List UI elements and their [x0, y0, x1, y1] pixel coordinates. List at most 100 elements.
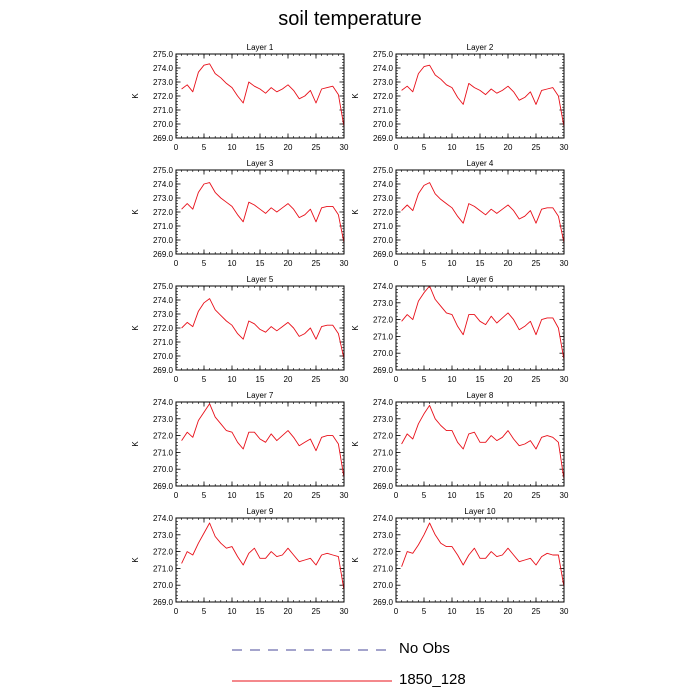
panel-title: Layer 9 — [247, 507, 274, 516]
y-axis-label: K — [131, 325, 140, 331]
x-tick-label: 5 — [202, 259, 207, 268]
y-tick-label: 273.0 — [153, 78, 174, 87]
x-tick-label: 15 — [476, 375, 485, 384]
y-axis-label: K — [351, 557, 360, 563]
x-tick-label: 10 — [228, 607, 237, 616]
x-tick-label: 30 — [340, 259, 349, 268]
y-tick-label: 274.0 — [373, 398, 394, 407]
x-tick-label: 10 — [448, 491, 457, 500]
x-tick-label: 15 — [256, 607, 265, 616]
x-tick-label: 25 — [532, 375, 541, 384]
y-tick-label: 271.0 — [153, 448, 174, 457]
panel-title: Layer 2 — [467, 43, 494, 52]
x-tick-label: 30 — [560, 143, 569, 152]
y-tick-label: 272.0 — [373, 316, 394, 325]
y-tick-label: 271.0 — [373, 106, 394, 115]
x-tick-label: 10 — [448, 143, 457, 152]
y-tick-label: 274.0 — [153, 180, 174, 189]
panel-title: Layer 1 — [247, 43, 274, 52]
y-tick-label: 270.0 — [373, 581, 394, 590]
plot-frame — [175, 53, 345, 139]
x-tick-label: 25 — [312, 375, 321, 384]
y-tick-label: 273.0 — [373, 299, 394, 308]
y-tick-label: 269.0 — [373, 134, 394, 143]
y-tick-label: 275.0 — [373, 166, 394, 175]
y-axis-label: K — [131, 441, 140, 447]
x-tick-label: 0 — [174, 259, 179, 268]
plot-frame — [175, 401, 345, 487]
x-tick-label: 0 — [394, 607, 399, 616]
x-tick-label: 10 — [228, 491, 237, 500]
y-tick-label: 271.0 — [153, 222, 174, 231]
x-tick-label: 15 — [256, 491, 265, 500]
y-tick-label: 270.0 — [153, 465, 174, 474]
y-tick-label: 270.0 — [373, 120, 394, 129]
y-tick-label: 271.0 — [373, 448, 394, 457]
series-line-1850-128 — [401, 182, 565, 243]
x-tick-label: 25 — [312, 491, 321, 500]
panel-layer-6: Layer 6 K 0 5 10 15 20 25 30 269.0 270.0 271.0 272.0… — [351, 275, 569, 384]
y-tick-label: 272.0 — [153, 324, 174, 333]
x-tick-label: 30 — [340, 607, 349, 616]
x-tick-label: 20 — [284, 143, 293, 152]
panel-title: Layer 7 — [247, 391, 274, 400]
x-tick-label: 20 — [284, 375, 293, 384]
plot-frame — [395, 169, 565, 255]
x-tick-label: 5 — [422, 143, 427, 152]
x-tick-label: 15 — [476, 143, 485, 152]
x-tick-label: 30 — [340, 375, 349, 384]
plot-frame — [395, 517, 565, 603]
y-tick-label: 271.0 — [373, 332, 394, 341]
panel-title: Layer 5 — [247, 275, 274, 284]
figure-title: soil temperature — [278, 8, 422, 30]
y-tick-label: 271.0 — [153, 564, 174, 573]
legend-label-1850-128: 1850_128 — [399, 671, 466, 688]
x-tick-label: 10 — [448, 375, 457, 384]
y-tick-label: 272.0 — [153, 208, 174, 217]
y-tick-label: 273.0 — [153, 531, 174, 540]
x-tick-label: 0 — [394, 491, 399, 500]
y-tick-label: 274.0 — [153, 514, 174, 523]
y-tick-label: 270.0 — [373, 465, 394, 474]
legend-label-no-obs: No Obs — [399, 640, 450, 657]
x-tick-label: 0 — [174, 143, 179, 152]
y-tick-label: 273.0 — [153, 415, 174, 424]
x-tick-label: 15 — [476, 607, 485, 616]
y-tick-label: 269.0 — [153, 482, 174, 491]
x-tick-label: 25 — [312, 143, 321, 152]
x-tick-label: 0 — [394, 375, 399, 384]
x-tick-label: 5 — [422, 491, 427, 500]
y-tick-label: 275.0 — [153, 166, 174, 175]
x-tick-label: 5 — [202, 375, 207, 384]
y-tick-label: 271.0 — [373, 222, 394, 231]
series-line-1850-128 — [181, 522, 345, 591]
panel-layer-10: Layer 10 K 0 5 10 15 20 25 30 269.0 270.0 271.0 272.… — [351, 507, 569, 616]
plot-frame — [175, 285, 345, 371]
x-tick-label: 20 — [504, 143, 513, 152]
panel-title: Layer 3 — [247, 159, 274, 168]
x-tick-label: 25 — [312, 259, 321, 268]
y-axis-label: K — [351, 325, 360, 331]
x-tick-label: 30 — [560, 259, 569, 268]
x-tick-label: 30 — [340, 491, 349, 500]
x-tick-label: 5 — [422, 375, 427, 384]
x-tick-label: 20 — [504, 491, 513, 500]
y-tick-label: 269.0 — [373, 482, 394, 491]
y-tick-label: 269.0 — [153, 366, 174, 375]
y-tick-label: 269.0 — [153, 134, 174, 143]
y-tick-label: 272.0 — [373, 92, 394, 101]
x-tick-label: 25 — [532, 143, 541, 152]
x-tick-label: 20 — [284, 491, 293, 500]
panel-title: Layer 10 — [464, 507, 496, 516]
y-axis-label: K — [131, 209, 140, 215]
y-tick-label: 273.0 — [153, 194, 174, 203]
series-line-1850-128 — [181, 63, 345, 127]
y-tick-label: 274.0 — [373, 180, 394, 189]
x-tick-label: 5 — [202, 143, 207, 152]
y-axis-label: K — [351, 93, 360, 99]
x-tick-label: 10 — [228, 143, 237, 152]
x-tick-label: 15 — [256, 259, 265, 268]
x-tick-label: 10 — [448, 259, 457, 268]
